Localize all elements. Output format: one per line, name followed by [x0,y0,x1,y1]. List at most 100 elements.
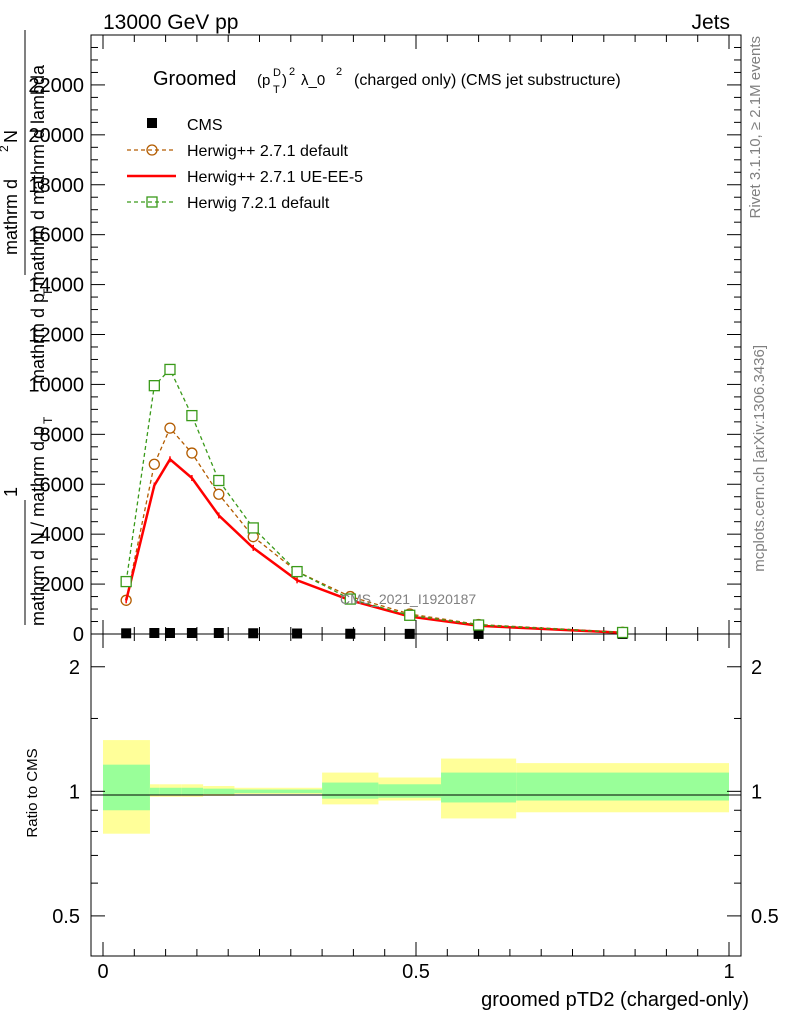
title-math-sub: T [273,84,280,96]
svg-text:Groomed: Groomed [153,68,236,90]
ylabel-line2-tail: mathrm d mathrm d lambda [28,64,48,286]
y-tick-label: 22000 [28,75,84,97]
herwig7-default-point [344,593,356,605]
ratio-band-inner [516,772,729,801]
ratio-band-inner [272,789,323,794]
legend-label-herwigpp-ueee5: Herwig++ 2.7.1 UE-EE-5 [187,169,363,186]
svg-text:2: 2 [336,66,342,78]
svg-text:): ) [282,72,287,89]
cms-data-point [121,628,132,639]
ylabel-prefix: 1 [1,487,21,497]
title-tail: (charged only) (CMS jet substructure) [354,72,621,89]
cms-data-point [164,628,175,639]
ylabel-line2: mathrm d p [28,293,48,384]
mcplots-label: mcplots.cern.ch [arXiv:1306.3436] [751,345,768,572]
svg-text:mathrm d mathrm d lambda: mathrm d mathrm d lambda [28,64,48,286]
x-tick-label: 0 [97,961,108,983]
ratio-band-inner [181,787,204,795]
ratio-band-inner [103,764,150,811]
legend: CMS Herwig++ 2.7.1 default Herwig++ 2.7.… [127,117,363,212]
ratio-band-inner [441,772,517,803]
svg-text:(p: (p [257,72,270,89]
title-lambda: λ_0 [301,72,325,89]
ratio-band-inner [378,784,442,798]
ylabel-bottom-sub: T [41,416,55,424]
herwig7-default-point [148,380,160,392]
herwig7-default-point [120,575,132,588]
series-layer [120,363,629,639]
ylabel-line2-sub: T [41,288,55,296]
title-math-sup2: 2 [289,66,295,78]
ratio-band-inner [234,789,273,794]
y-tick-label: 6000 [40,474,85,496]
y-axis-label-ratio: Ratio to CMS [24,748,41,837]
legend-marker-herwig7-default [146,196,158,208]
cms-data-point [292,628,303,639]
ratio-tick-label-right: 2 [751,657,762,679]
cms-data-point [186,628,197,639]
plot-title: Groomed (p D T ) 2 λ_0 2 (charged only) … [153,66,621,96]
header-left: 13000 GeV pp [103,11,238,34]
y-tick-label: 4000 [40,524,85,546]
ratio-band-inner [203,788,235,795]
y-tick-label: 18000 [28,175,84,197]
legend-label-cms: CMS [187,117,223,134]
herwigpp-default-point [148,458,160,470]
ratio-tick-label: 2 [69,657,80,679]
svg-text:2: 2 [289,66,295,78]
herwig7-default-point [472,619,485,631]
x-tick-label: 0.5 [402,961,430,983]
header-right: Jets [691,11,730,34]
ratio-bands [103,740,729,834]
svg-text:T: T [41,416,55,424]
y-tick-label: 12000 [28,325,84,347]
cms-data-point [404,628,415,639]
svg-text:2: 2 [0,145,11,152]
herwig7-default-point [291,565,303,578]
ratio-band-inner [149,787,160,795]
legend-marker-herwigpp-default [146,144,158,156]
x-axis-label: groomed pTD2 (charged-only) [481,989,749,1011]
herwigpp-default-point [213,488,225,500]
svg-text:mathrm d p: mathrm d p [28,293,48,384]
svg-text:1: 1 [1,487,21,497]
cms-data-point [473,628,484,639]
title-math-2: ) [282,72,287,89]
cms-data-point [345,628,356,639]
title-main: Groomed [153,68,236,90]
ratio-tick-label-right: 1 [751,781,762,803]
svg-text:D: D [273,67,281,79]
svg-text:N: N [1,130,21,143]
y-tick-label: 10000 [28,374,84,396]
cms-data-point [248,628,259,639]
svg-text:mathrm d N / mathrm d p: mathrm d N / mathrm d p [28,426,48,626]
y-tick-label: 14000 [28,275,84,297]
svg-text:λ_0: λ_0 [301,72,325,89]
herwig7-default-point [164,363,176,376]
ratio-tick-label-right: 0.5 [751,906,779,928]
herwigpp-default-point [164,422,176,434]
ratio-band-inner [322,782,379,799]
svg-text:mathrm d: mathrm d [1,179,21,255]
herwigpp-default-point [186,447,198,459]
axes: 0 2000 4000 6000 8000 10000 12000 14000 16000 180… [28,35,779,983]
svg-text:(charged only) (CMS jet substr: (charged only) (CMS jet substructure) [354,72,621,89]
x-tick-label: 1 [723,961,734,983]
herwig7-default-point [213,474,225,487]
rivet-label: Rivet 3.1.10, ≥ 2.1M events [747,36,764,219]
y-tick-label: 0 [73,624,84,646]
herwig7-default-point [404,609,416,621]
ylabel-line1: mathrm d [1,179,21,255]
ylabel-bottom: mathrm d N / mathrm d p [28,426,48,626]
cms-data-point [213,628,224,639]
ylabel-line1-tail: N [1,130,21,143]
title-lambda-sup: 2 [336,66,342,78]
title-math-sup: D [273,67,281,79]
herwig7-default-point [186,409,198,422]
svg-text:T: T [273,84,280,96]
legend-label-herwig7-default: Herwig 7.2.1 default [187,195,330,212]
y-axis-label-main: mathrm d 2 N mathrm d p T mathrm d mathr… [0,30,55,626]
title-math-1: (p [257,72,270,89]
herwig7-default-point [247,522,259,534]
